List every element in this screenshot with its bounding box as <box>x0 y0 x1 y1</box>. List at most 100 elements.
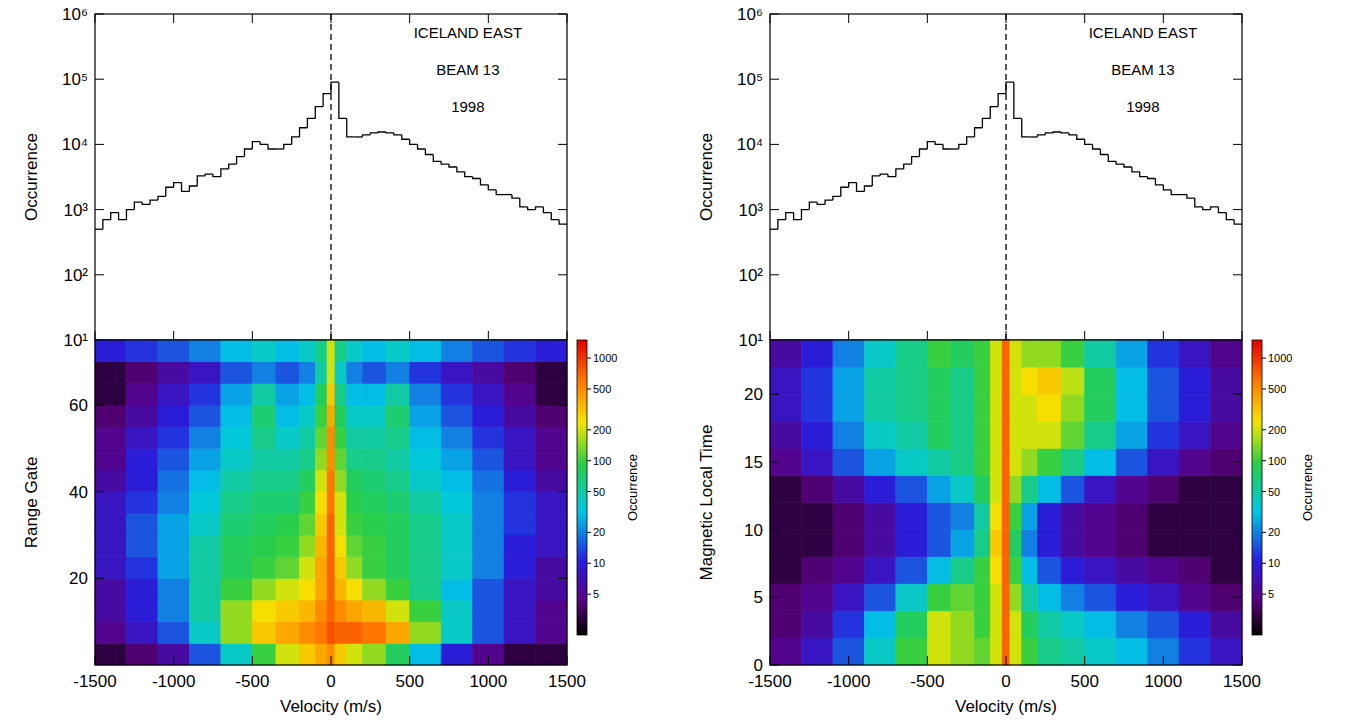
heatmap-cell <box>801 584 832 611</box>
plot-frame <box>770 14 1242 340</box>
heatmap-cell <box>801 448 832 475</box>
heatmap-cell <box>473 578 504 600</box>
histogram-step <box>465 172 473 177</box>
heatmap-cell <box>95 535 126 557</box>
heatmap-cell <box>126 383 157 405</box>
heatmap-cell <box>473 643 504 665</box>
heatmap-cell <box>536 427 567 449</box>
colorbar-tick-label: 50 <box>1268 486 1280 498</box>
heatmap-cell <box>410 643 441 665</box>
heatmap-cell <box>158 362 189 384</box>
heatmap-cell <box>1116 503 1147 530</box>
heatmap-cell <box>126 578 157 600</box>
heatmap-cell <box>1211 367 1242 394</box>
heatmap-cell <box>864 475 895 502</box>
heatmap-cell <box>189 557 220 579</box>
histogram-step <box>504 194 512 195</box>
heatmap-cell <box>126 535 157 557</box>
histogram-step <box>386 131 394 133</box>
colorbar-tick <box>587 532 591 533</box>
heatmap-cell <box>252 448 276 470</box>
x-tick <box>567 14 568 23</box>
x-tick <box>1006 331 1007 340</box>
histogram-step <box>252 142 260 149</box>
colorbar-tick <box>1262 358 1266 359</box>
heatmap-cell <box>1116 638 1147 665</box>
y-tick-label: 10⁵ <box>62 70 88 89</box>
x-tick-label: -1000 <box>827 672 870 691</box>
y-tick <box>95 144 104 145</box>
histogram-step <box>1211 207 1219 210</box>
heatmap-cell <box>189 340 220 362</box>
heatmap-cell <box>300 470 316 492</box>
reference-line <box>1005 14 1006 340</box>
heatmap-cell <box>126 470 157 492</box>
heatmap-cell <box>327 340 335 362</box>
y-tick-label: 10⁴ <box>62 135 88 154</box>
heatmap-cell <box>896 367 927 394</box>
heatmap-cell <box>1061 557 1085 584</box>
colorbar-tick-label: 200 <box>593 424 611 436</box>
heatmap-cell <box>1085 475 1116 502</box>
heatmap-cell <box>315 427 327 449</box>
annotation: 1998 <box>451 98 484 115</box>
colorbar-tick-label: 20 <box>593 526 605 538</box>
heatmap-cell <box>1148 584 1179 611</box>
heatmap-cell <box>927 367 951 394</box>
heatmap-cell <box>504 492 535 514</box>
heatmap-cell <box>833 503 864 530</box>
heatmap-cell <box>362 622 386 644</box>
heatmap-cell <box>386 622 410 644</box>
histogram-step <box>229 164 237 169</box>
x-tick <box>173 14 174 23</box>
heatmap-cell <box>441 557 472 579</box>
heatmap-cell <box>1179 475 1210 502</box>
histogram-step <box>543 207 551 213</box>
heatmap-cell <box>1085 340 1116 367</box>
y-tick <box>1233 461 1242 462</box>
heatmap-cell <box>189 513 220 535</box>
y-axis-title: Range Gate <box>22 457 41 549</box>
histogram-step <box>292 137 300 144</box>
histogram-step <box>801 210 809 220</box>
heatmap-cell <box>347 600 363 622</box>
heatmap-cell <box>252 340 276 362</box>
heatmap-cell <box>300 557 316 579</box>
heatmap-cell <box>362 578 386 600</box>
heatmap-cell <box>410 600 441 622</box>
histogram-step <box>119 213 127 220</box>
histogram-step <box>221 169 229 177</box>
histogram-step <box>817 202 825 204</box>
heatmap-cell <box>770 584 801 611</box>
heatmap-cell <box>1211 611 1242 638</box>
heatmap-cell <box>327 643 335 665</box>
heatmap-cell <box>386 535 410 557</box>
y-tick <box>95 491 104 492</box>
heatmap-cell <box>473 470 504 492</box>
heatmap-cell <box>896 503 927 530</box>
heatmap-cell <box>410 405 441 427</box>
y-tick <box>1233 144 1242 145</box>
heatmap-cell <box>1010 530 1022 557</box>
heatmap-cell <box>276 448 300 470</box>
heatmap-cell <box>189 600 220 622</box>
heatmap-cell <box>896 475 927 502</box>
heatmap-cell <box>189 405 220 427</box>
heatmap-cell <box>504 600 535 622</box>
histogram-step <box>1069 133 1077 135</box>
histogram-step <box>1203 207 1211 210</box>
y-tick <box>1233 209 1242 210</box>
heatmap-cell <box>252 470 276 492</box>
heatmap-cell <box>410 362 441 384</box>
heatmap-cell <box>864 503 895 530</box>
heatmap-cell <box>95 643 126 665</box>
heatmap-cell <box>441 535 472 557</box>
heatmap-cell <box>1002 638 1010 665</box>
heatmap-cell <box>410 622 441 644</box>
heatmap-cell <box>536 383 567 405</box>
heatmap-cell <box>386 557 410 579</box>
y-tick <box>770 79 779 80</box>
heatmap-cell <box>276 578 300 600</box>
heatmap-cell <box>896 584 927 611</box>
heatmap-cell <box>189 470 220 492</box>
